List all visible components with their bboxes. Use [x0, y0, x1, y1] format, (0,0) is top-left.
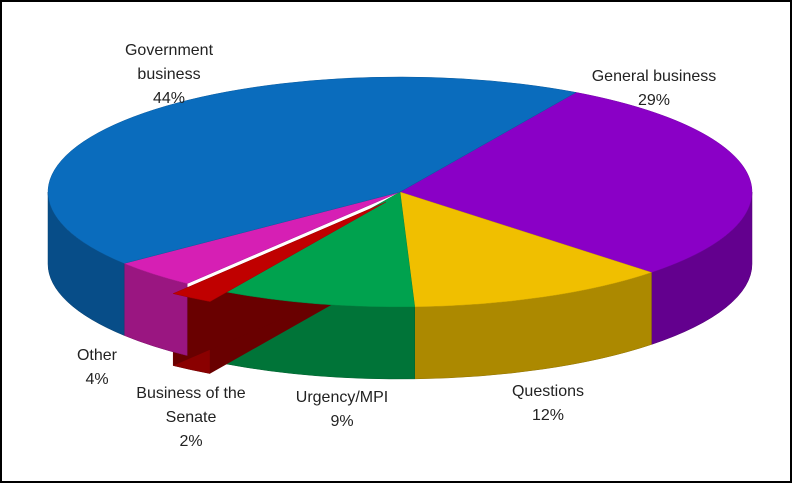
value-label: 2% [179, 433, 203, 450]
value-label: 4% [85, 371, 109, 388]
category-label: Other [76, 347, 117, 364]
category-label: General business [591, 68, 717, 85]
slice [223, 191, 416, 308]
slice [172, 201, 387, 302]
slice [399, 191, 653, 308]
slice [399, 92, 753, 273]
category-label: Questions [511, 383, 585, 400]
data-label: Questions 12% [468, 380, 628, 428]
data-label: Other 4% [57, 344, 137, 392]
value-label: 29% [637, 92, 671, 109]
category-label: Urgency/MPI [295, 389, 389, 406]
data-label: Urgency/MPI 9% [262, 386, 422, 434]
value-label: 12% [531, 407, 565, 424]
data-label: Business of the Senate 2% [116, 382, 266, 454]
data-label: Government business 44% [109, 39, 229, 111]
slice [47, 76, 577, 264]
value-label: 9% [330, 413, 354, 430]
data-label: General business 29% [554, 65, 754, 113]
category-label: Government business [124, 42, 214, 83]
category-label: Business of the Senate [136, 385, 246, 426]
value-label: 44% [152, 90, 186, 107]
